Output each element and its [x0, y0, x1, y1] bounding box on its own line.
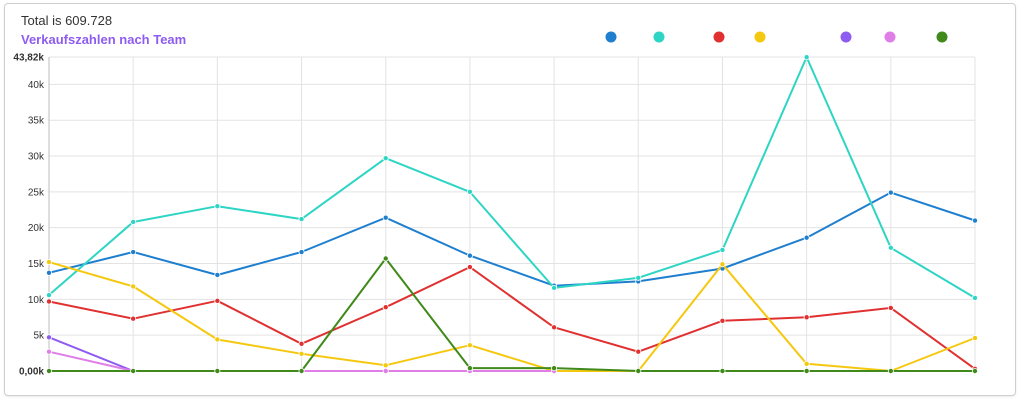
- data-point[interactable]: [46, 292, 53, 299]
- series-line-3: [48, 266, 976, 370]
- data-point[interactable]: [466, 252, 473, 259]
- data-point[interactable]: [887, 244, 894, 251]
- data-point[interactable]: [887, 367, 894, 374]
- series-line-4: [48, 261, 976, 372]
- data-point[interactable]: [803, 314, 810, 321]
- data-point[interactable]: [130, 249, 137, 256]
- legend-marker-7[interactable]: [936, 31, 948, 43]
- data-point[interactable]: [466, 264, 473, 271]
- data-point[interactable]: [719, 261, 726, 268]
- data-point[interactable]: [382, 304, 389, 311]
- data-point[interactable]: [887, 189, 894, 196]
- series-line-7: [49, 257, 975, 372]
- data-point[interactable]: [130, 218, 137, 225]
- legend-marker-2[interactable]: [653, 31, 665, 43]
- y-tick-label: 0,00k: [19, 367, 44, 378]
- data-point[interactable]: [466, 188, 473, 195]
- data-point[interactable]: [214, 203, 221, 210]
- data-point[interactable]: [46, 367, 53, 374]
- data-point[interactable]: [298, 340, 305, 347]
- series-line-5: [48, 336, 134, 372]
- data-point[interactable]: [46, 298, 53, 305]
- data-point[interactable]: [972, 294, 979, 301]
- data-point[interactable]: [551, 324, 558, 331]
- series-line-1: [48, 191, 976, 287]
- data-point[interactable]: [803, 234, 810, 241]
- y-tick-label: 35k: [28, 116, 45, 127]
- data-point[interactable]: [46, 259, 53, 266]
- data-point[interactable]: [887, 304, 894, 311]
- data-point[interactable]: [466, 365, 473, 372]
- legend-marker-1[interactable]: [605, 31, 617, 43]
- y-tick-label: 5k: [33, 331, 45, 342]
- data-point[interactable]: [551, 365, 558, 372]
- data-point[interactable]: [130, 283, 137, 290]
- data-point[interactable]: [635, 274, 642, 281]
- data-point[interactable]: [298, 367, 305, 374]
- y-tick-label: 25k: [28, 187, 45, 198]
- data-point[interactable]: [214, 271, 221, 278]
- y-tick-label: 30k: [28, 152, 45, 163]
- y-tick-label: 15k: [28, 259, 45, 270]
- y-tick-label: 10k: [28, 295, 45, 306]
- data-point[interactable]: [972, 367, 979, 374]
- data-point[interactable]: [382, 214, 389, 221]
- legend-marker-6[interactable]: [884, 31, 896, 43]
- data-point[interactable]: [635, 348, 642, 355]
- y-tick-label: 40k: [28, 80, 45, 91]
- data-point[interactable]: [298, 350, 305, 357]
- data-point[interactable]: [382, 155, 389, 162]
- data-point[interactable]: [46, 269, 53, 276]
- data-point[interactable]: [214, 336, 221, 343]
- data-point[interactable]: [214, 367, 221, 374]
- data-point[interactable]: [803, 54, 810, 61]
- data-point[interactable]: [46, 334, 53, 341]
- data-point[interactable]: [551, 284, 558, 291]
- legend-marker-5[interactable]: [840, 31, 852, 43]
- data-point[interactable]: [719, 367, 726, 374]
- data-point[interactable]: [46, 348, 53, 355]
- legend-marker-3[interactable]: [713, 31, 725, 43]
- data-point[interactable]: [382, 362, 389, 369]
- data-point[interactable]: [635, 367, 642, 374]
- data-point[interactable]: [130, 315, 137, 322]
- chart-title: Verkaufszahlen nach Team: [21, 32, 187, 47]
- data-point[interactable]: [719, 317, 726, 324]
- data-point[interactable]: [382, 367, 389, 374]
- data-point[interactable]: [803, 360, 810, 367]
- data-point[interactable]: [130, 367, 137, 374]
- data-point[interactable]: [214, 297, 221, 304]
- y-tick-label: 43,82k: [13, 53, 44, 64]
- data-point[interactable]: [803, 367, 810, 374]
- data-point[interactable]: [298, 216, 305, 223]
- data-point[interactable]: [972, 217, 979, 224]
- chart-card: Total is 609.728 Verkaufszahlen nach Tea…: [4, 3, 1016, 396]
- data-point[interactable]: [719, 246, 726, 253]
- data-point[interactable]: [972, 335, 979, 342]
- data-point[interactable]: [382, 255, 389, 262]
- data-point[interactable]: [466, 342, 473, 349]
- y-tick-label: 20k: [28, 223, 45, 234]
- data-point[interactable]: [298, 249, 305, 256]
- total-label: Total is 609.728: [21, 13, 113, 28]
- legend-marker-4[interactable]: [754, 31, 766, 43]
- series-line-2: [48, 56, 976, 299]
